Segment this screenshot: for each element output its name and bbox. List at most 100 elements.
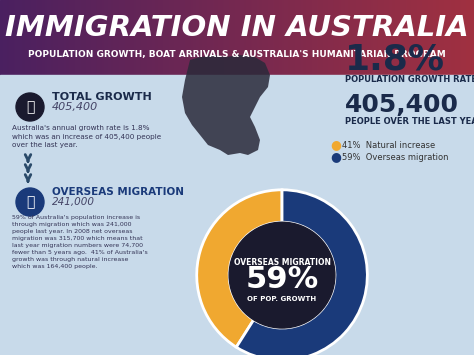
Bar	[414, 0, 415, 75]
Bar	[289, 0, 290, 75]
Bar	[446, 0, 447, 75]
Bar	[398, 0, 399, 75]
Bar	[280, 0, 281, 75]
Bar	[317, 0, 318, 75]
Bar	[52, 0, 53, 75]
Bar	[73, 0, 74, 75]
Bar	[34, 0, 35, 75]
Bar	[220, 0, 221, 75]
Bar	[408, 0, 409, 75]
Bar	[377, 0, 378, 75]
Bar	[174, 0, 175, 75]
Bar	[206, 0, 207, 75]
Bar	[234, 0, 235, 75]
Bar	[410, 0, 411, 75]
Bar	[133, 0, 134, 75]
Bar	[313, 0, 314, 75]
Bar	[74, 0, 75, 75]
Bar	[387, 0, 388, 75]
Bar	[275, 0, 276, 75]
Bar	[458, 0, 459, 75]
Bar	[261, 0, 262, 75]
Bar	[253, 0, 254, 75]
Bar	[45, 0, 46, 75]
Bar	[371, 0, 372, 75]
Bar	[18, 0, 19, 75]
Bar	[28, 0, 29, 75]
Bar	[276, 0, 277, 75]
Bar	[22, 0, 23, 75]
Bar	[17, 0, 18, 75]
Bar	[236, 0, 237, 75]
Bar	[10, 0, 11, 75]
Text: 405,400: 405,400	[345, 93, 459, 117]
Bar	[295, 0, 296, 75]
Bar	[420, 0, 421, 75]
Bar	[42, 0, 43, 75]
Bar	[466, 0, 467, 75]
Bar	[130, 0, 131, 75]
Bar	[369, 0, 370, 75]
Bar	[78, 0, 79, 75]
Bar	[251, 0, 252, 75]
Bar	[2, 0, 3, 75]
Bar	[316, 0, 317, 75]
Bar	[374, 0, 375, 75]
Bar	[160, 0, 161, 75]
Text: OVERSEAS MIGRATION: OVERSEAS MIGRATION	[234, 258, 330, 267]
Bar	[129, 0, 130, 75]
Bar	[178, 0, 179, 75]
Bar	[131, 0, 132, 75]
Bar	[296, 0, 297, 75]
Bar	[27, 0, 28, 75]
Bar	[56, 0, 57, 75]
Bar	[412, 0, 413, 75]
Bar	[351, 0, 352, 75]
Bar	[149, 0, 150, 75]
Bar	[113, 0, 114, 75]
Bar	[318, 0, 319, 75]
Bar	[54, 0, 55, 75]
Bar	[109, 0, 110, 75]
Bar	[424, 0, 425, 75]
Text: ●: ●	[330, 138, 341, 152]
Bar	[92, 0, 93, 75]
Bar	[106, 0, 107, 75]
Bar	[272, 0, 273, 75]
Bar	[259, 0, 260, 75]
Bar	[161, 0, 162, 75]
Bar	[143, 0, 144, 75]
Bar	[286, 0, 287, 75]
Bar	[232, 0, 233, 75]
Bar	[444, 0, 445, 75]
Text: 41%  Natural increase: 41% Natural increase	[342, 141, 435, 149]
Bar	[447, 0, 448, 75]
Bar	[29, 0, 30, 75]
Bar	[14, 0, 15, 75]
Bar	[123, 0, 124, 75]
Bar	[364, 0, 365, 75]
Bar	[119, 0, 120, 75]
Bar	[268, 0, 269, 75]
Bar	[235, 0, 236, 75]
Bar	[224, 0, 225, 75]
Bar	[385, 0, 386, 75]
Bar	[217, 0, 218, 75]
Bar	[245, 0, 246, 75]
Bar	[306, 0, 307, 75]
Bar	[128, 0, 129, 75]
Bar	[1, 0, 2, 75]
Bar	[470, 0, 471, 75]
Bar	[290, 0, 291, 75]
Bar	[62, 0, 63, 75]
Bar	[126, 0, 127, 75]
Bar	[388, 0, 389, 75]
Polygon shape	[182, 55, 270, 155]
Bar	[349, 0, 350, 75]
Bar	[166, 0, 167, 75]
Bar	[303, 0, 304, 75]
Bar	[59, 0, 60, 75]
Bar	[226, 0, 227, 75]
Bar	[278, 0, 279, 75]
Bar	[38, 0, 39, 75]
